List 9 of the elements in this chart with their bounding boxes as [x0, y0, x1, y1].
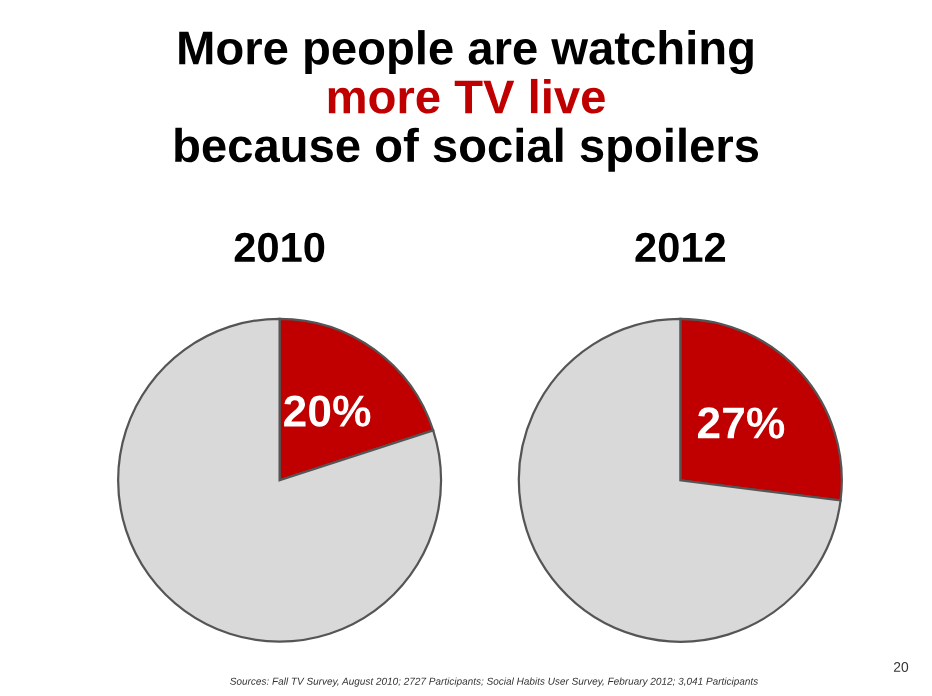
data-label: 20%: [284, 395, 371, 427]
text: more TV live: [328, 78, 605, 114]
text: More people are watching: [179, 30, 753, 75]
pie-slice: [517, 317, 842, 643]
pie-slice: [117, 317, 443, 643]
text: because of social spoilers: [175, 127, 759, 172]
chart-title: 2010: [234, 232, 325, 263]
chart-title: 2012: [635, 232, 726, 263]
data-label: 27%: [697, 407, 785, 439]
